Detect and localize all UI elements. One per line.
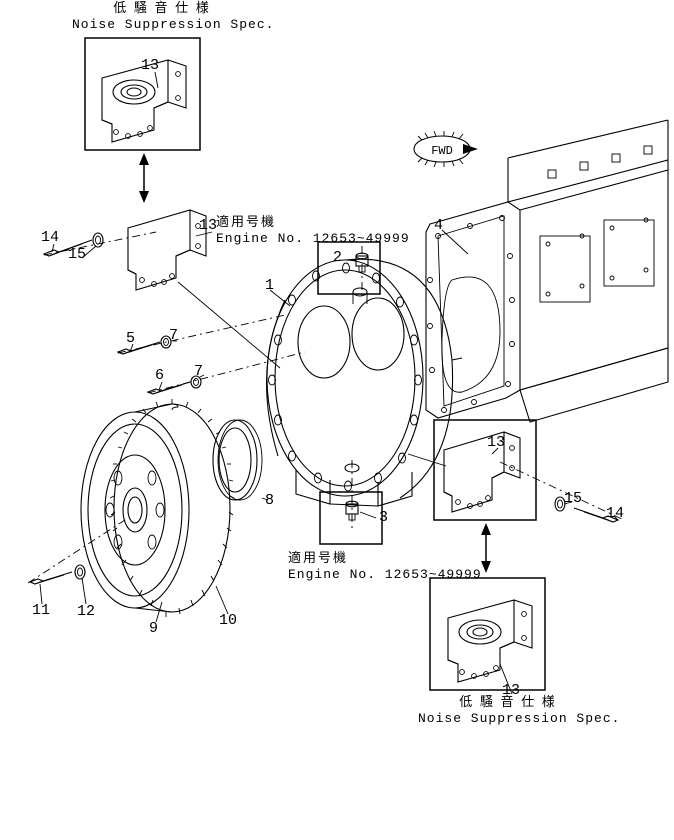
bolt-14-right <box>574 508 618 522</box>
inset-13-top <box>85 38 200 150</box>
swap-arrow-left <box>139 153 149 203</box>
leader-bracket-left-to-housing <box>178 282 280 368</box>
washer-7a <box>161 336 177 348</box>
flywheel-9-10 <box>81 399 234 622</box>
washer-15-right <box>555 497 572 511</box>
axis-6-7 <box>148 352 305 393</box>
inset-13-midright <box>434 420 536 520</box>
bolt-11 <box>30 572 72 604</box>
svg-text:FWD: FWD <box>431 144 453 158</box>
engine-block <box>508 120 668 422</box>
fwd-badge: FWD <box>414 131 478 167</box>
swap-arrow-right <box>481 523 491 573</box>
plug-2 <box>344 253 368 272</box>
diagram-svg: FWD <box>0 0 674 840</box>
leader-bracket-right-to-housing <box>408 454 446 466</box>
bracket-13-mid-right <box>444 432 520 512</box>
diagram-canvas: 低 騒 音 仕 様 Noise Suppression Spec. FWD <box>0 0 674 840</box>
bracket-13-mid-left <box>128 210 212 290</box>
axis-14-15-right <box>500 462 624 520</box>
washer-7b <box>191 375 204 388</box>
inset-plug-2 <box>318 242 380 294</box>
axis-5-7 <box>118 315 285 353</box>
plug-3 <box>346 501 376 520</box>
housing-1 <box>267 259 462 506</box>
washer-12 <box>75 565 86 604</box>
washer-15-left <box>82 233 103 258</box>
seal-8 <box>213 420 268 500</box>
inset-plug-3 <box>320 492 382 544</box>
inset-13-bottom <box>430 578 545 694</box>
